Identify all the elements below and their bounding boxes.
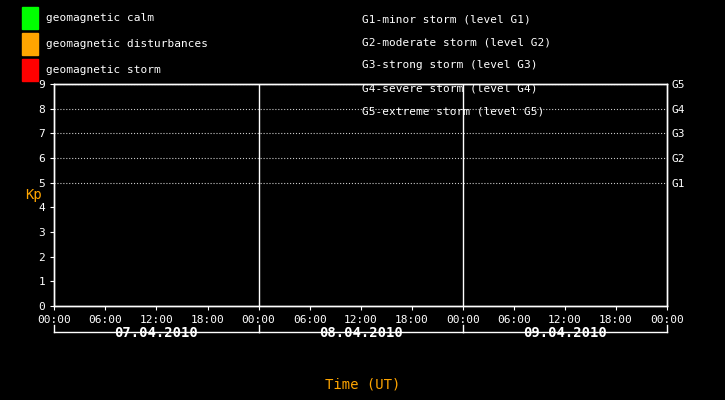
Text: 09.04.2010: 09.04.2010 xyxy=(523,326,607,340)
Text: G5-extreme storm (level G5): G5-extreme storm (level G5) xyxy=(362,107,544,117)
Text: Time (UT): Time (UT) xyxy=(325,378,400,392)
Text: G2-moderate storm (level G2): G2-moderate storm (level G2) xyxy=(362,37,552,47)
Text: 07.04.2010: 07.04.2010 xyxy=(115,326,199,340)
Text: G3-strong storm (level G3): G3-strong storm (level G3) xyxy=(362,60,538,70)
Text: geomagnetic storm: geomagnetic storm xyxy=(46,65,161,75)
Y-axis label: Kp: Kp xyxy=(25,188,41,202)
Text: geomagnetic calm: geomagnetic calm xyxy=(46,13,154,23)
Text: geomagnetic disturbances: geomagnetic disturbances xyxy=(46,39,208,49)
Text: G4-severe storm (level G4): G4-severe storm (level G4) xyxy=(362,84,538,94)
Text: G1-minor storm (level G1): G1-minor storm (level G1) xyxy=(362,14,531,24)
Text: 08.04.2010: 08.04.2010 xyxy=(319,326,402,340)
